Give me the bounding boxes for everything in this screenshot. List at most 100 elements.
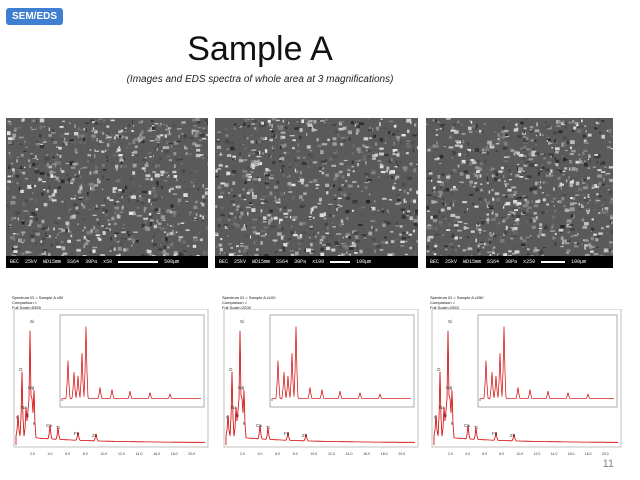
- eds-spectrum-x100: Spectrum ID = Sample A x100 Comparison =…: [222, 295, 422, 457]
- peak-label: C: [434, 415, 438, 420]
- section-tag: SEM/EDS: [6, 8, 64, 25]
- tick-label: 8.0: [293, 452, 298, 456]
- peak-label: Al: [25, 413, 29, 418]
- sem-scale-label: 100µm: [571, 259, 587, 265]
- spectrum-full-scale: Full Scale=2553: [430, 305, 459, 310]
- peak-label: Fe: [74, 431, 80, 436]
- sem-mode: BEC: [219, 259, 229, 265]
- peak-label: Fe: [284, 431, 290, 436]
- tick-label: 14.0: [136, 452, 143, 456]
- peak-label: O: [437, 367, 441, 372]
- sem-info-bar: BEC 25kV WD15mm SS64 30Pa x50 500µm: [6, 256, 208, 268]
- peak-label: K: [451, 421, 454, 426]
- tick-label: 10.0: [516, 452, 523, 456]
- scale-bar: [330, 261, 351, 263]
- peak-label: O: [19, 367, 23, 372]
- page-title: Sample A: [187, 30, 333, 68]
- tick-label: 16.0: [153, 452, 160, 456]
- peak-label: Ti: [266, 425, 270, 430]
- sem-mode: BEC: [10, 259, 20, 265]
- peak-label: Mg: [238, 385, 245, 390]
- peak-label: Ti: [474, 425, 478, 430]
- tick-label: 20.0: [188, 452, 195, 456]
- peak-label: Ti: [56, 425, 60, 430]
- tick-label: 12.0: [118, 452, 125, 456]
- tick-label: 18.0: [381, 452, 388, 456]
- sem-voltage: 25kV: [25, 259, 38, 265]
- tick-label: 12.0: [328, 452, 335, 456]
- spectrum-full-scale: Full Scale=2200: [222, 305, 251, 310]
- peak-label: Na: [231, 405, 237, 410]
- peak-label: Ca: [256, 423, 262, 428]
- tick-label: 6.0: [482, 452, 487, 456]
- peak-label: O: [229, 367, 233, 372]
- sem-voltage: 25kV: [445, 259, 458, 265]
- tick-label: 4.0: [465, 452, 470, 456]
- sem-pressure: 30Pa: [294, 259, 307, 265]
- sem-spot-size: SS64: [487, 259, 500, 265]
- spectrum-full-scale: Full Scale=5359: [12, 305, 41, 310]
- spectrum-comparison: Comparison =: [222, 300, 248, 305]
- scale-bar: [541, 261, 566, 263]
- tick-label: 10.0: [310, 452, 317, 456]
- tick-label: 2.0: [448, 452, 453, 456]
- peak-label: Si: [30, 319, 34, 324]
- peak-label: Ca: [46, 423, 52, 428]
- peak-label: Ca: [464, 423, 470, 428]
- tick-label: 2.0: [240, 452, 245, 456]
- tick-label: 10.0: [100, 452, 107, 456]
- tick-label: 14.0: [551, 452, 558, 456]
- tick-label: 6.0: [65, 452, 70, 456]
- peak-label: Zn: [92, 433, 98, 438]
- tick-label: 6.0: [275, 452, 280, 456]
- tick-label: 14.0: [346, 452, 353, 456]
- tick-label: 20.0: [602, 452, 609, 456]
- peak-label: Na: [21, 405, 27, 410]
- peak-label: Zn: [302, 433, 308, 438]
- eds-plot: O Si Na Mg Al K Ca Ti Fe Zn C 2.0 4.0 6.0 8.0 10.0 12.0 1…: [13, 309, 209, 456]
- sem-texture: [426, 118, 613, 256]
- peak-label: C: [16, 415, 20, 420]
- sem-image-x50: BEC 25kV WD15mm SS64 30Pa x50 500µm: [6, 118, 208, 268]
- peak-label: Si: [448, 319, 452, 324]
- sem-texture: [6, 118, 208, 256]
- sem-info-bar: BEC 25kV WD15mm SS64 30Pa x250 100µm: [426, 256, 613, 268]
- sem-spot-size: SS64: [276, 259, 289, 265]
- spectrum-id: Spectrum ID = Sample A x100: [222, 295, 276, 300]
- tick-label: 4.0: [48, 452, 53, 456]
- spectrum-comparison: Comparison =: [430, 300, 456, 305]
- sem-magnification: x100: [312, 259, 325, 265]
- peak-label: K: [243, 421, 246, 426]
- tick-label: 18.0: [171, 452, 178, 456]
- tick-label: 12.0: [534, 452, 541, 456]
- peak-label: Si: [240, 319, 244, 324]
- tick-label: 8.0: [83, 452, 88, 456]
- sem-texture: [215, 118, 418, 256]
- scale-bar: [118, 261, 159, 263]
- sem-voltage: 25kV: [234, 259, 247, 265]
- sem-working-distance: WD15mm: [463, 259, 482, 265]
- sem-pressure: 30Pa: [505, 259, 518, 265]
- sem-info-bar: BEC 25kV WD15mm SS64 30Pa x100 100µm: [215, 256, 418, 268]
- sem-image-x250: BEC 25kV WD15mm SS64 30Pa x250 100µm: [426, 118, 613, 268]
- sem-working-distance: WD15mm: [43, 259, 62, 265]
- tick-label: 4.0: [258, 452, 263, 456]
- peak-label: Zn: [510, 433, 516, 438]
- peak-label: Mg: [28, 385, 35, 390]
- sem-working-distance: WD15mm: [252, 259, 271, 265]
- eds-spectrum-x250: Spectrum ID = Sample A x250 Comparison =…: [430, 295, 625, 457]
- tick-label: 16.0: [568, 452, 575, 456]
- tick-label: 20.0: [398, 452, 405, 456]
- sem-image-x100: BEC 25kV WD15mm SS64 30Pa x100 100µm: [215, 118, 418, 268]
- tick-label: 8.0: [499, 452, 504, 456]
- peak-label: Al: [443, 413, 447, 418]
- peak-label: Na: [439, 405, 445, 410]
- tick-label: 16.0: [363, 452, 370, 456]
- sem-spot-size: SS64: [67, 259, 80, 265]
- sem-scale-label: 100µm: [356, 259, 372, 265]
- sem-pressure: 30Pa: [85, 259, 98, 265]
- page-number: 11: [602, 458, 614, 470]
- sem-magnification: x250: [523, 259, 536, 265]
- peak-label: Fe: [492, 431, 498, 436]
- sem-mode: BEC: [430, 259, 440, 265]
